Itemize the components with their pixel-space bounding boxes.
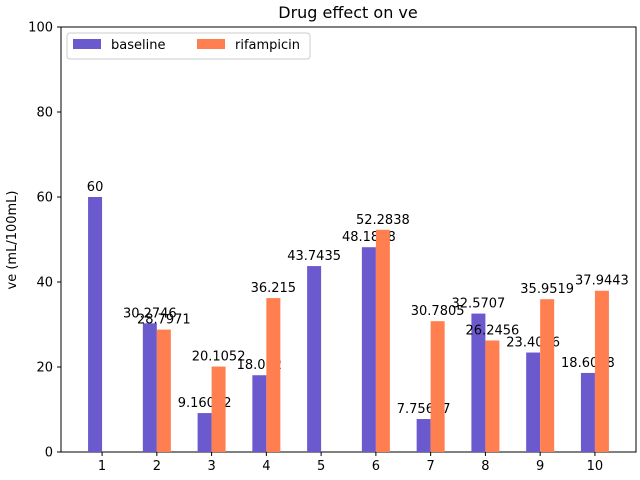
y-tick-label: 100 [28,21,53,36]
x-tick-label: 10 [587,459,604,474]
data-label-rifampicin: 35.9519 [520,282,574,297]
bar-baseline [526,352,541,452]
x-tick-label: 2 [153,459,161,474]
bar-baseline [361,247,376,452]
legend: baseline rifampicin [66,32,311,60]
bar-baseline [88,197,103,452]
data-label-rifampicin: 28.7971 [137,313,191,328]
legend-label-baseline: baseline [111,38,165,53]
data-label-rifampicin: 26.2456 [466,323,520,338]
x-tick-label: 7 [427,459,435,474]
legend-label-rifampicin: rifampicin [235,38,300,53]
x-tick-label: 8 [481,459,489,474]
bar-rifampicin [594,290,609,452]
legend-swatch-rifampicin [197,39,225,49]
y-tick-label: 0 [45,446,53,461]
x-tick-label: 5 [317,459,325,474]
legend-box [66,32,311,60]
bar-rifampicin [156,329,171,452]
bar-rifampicin [375,229,390,452]
data-label-rifampicin: 30.7805 [411,304,465,319]
data-label-baseline: 32.5707 [452,297,506,312]
bar-baseline [471,313,486,452]
bar-baseline [580,372,595,452]
x-tick-label: 6 [372,459,380,474]
axes-frame [60,26,637,453]
y-axis-label: ve (mL/100mL) [5,191,20,290]
bar-rifampicin [540,299,555,452]
data-label-rifampicin: 52.2838 [356,213,410,228]
data-label-rifampicin: 20.1052 [192,350,246,365]
bar-baseline [307,266,322,452]
y-tick-label: 80 [36,106,53,121]
bar-rifampicin [485,340,500,452]
legend-swatch-baseline [73,39,101,49]
data-label-rifampicin: 36.215 [251,281,297,296]
bar-baseline [416,419,431,452]
x-tick-label: 3 [207,459,215,474]
chart-title: Drug effect on ve [278,3,417,22]
x-tick-label: 4 [262,459,270,474]
x-tick-label: 9 [536,459,544,474]
bar-baseline [197,413,212,452]
y-tick-label: 40 [36,276,53,291]
data-label-baseline: 30.2746 [123,306,177,321]
data-label-baseline: 60 [87,180,104,195]
data-label-baseline: 43.7435 [287,249,341,264]
bar-baseline [252,375,267,452]
data-label-rifampicin: 37.9443 [575,274,629,289]
bar-baseline [142,323,157,452]
y-tick-label: 60 [36,191,53,206]
bar-rifampicin [430,321,445,452]
bar-rifampicin [211,366,226,452]
y-tick-label: 20 [36,361,53,376]
x-tick-label: 1 [98,459,106,474]
bar-rifampicin [266,298,281,452]
